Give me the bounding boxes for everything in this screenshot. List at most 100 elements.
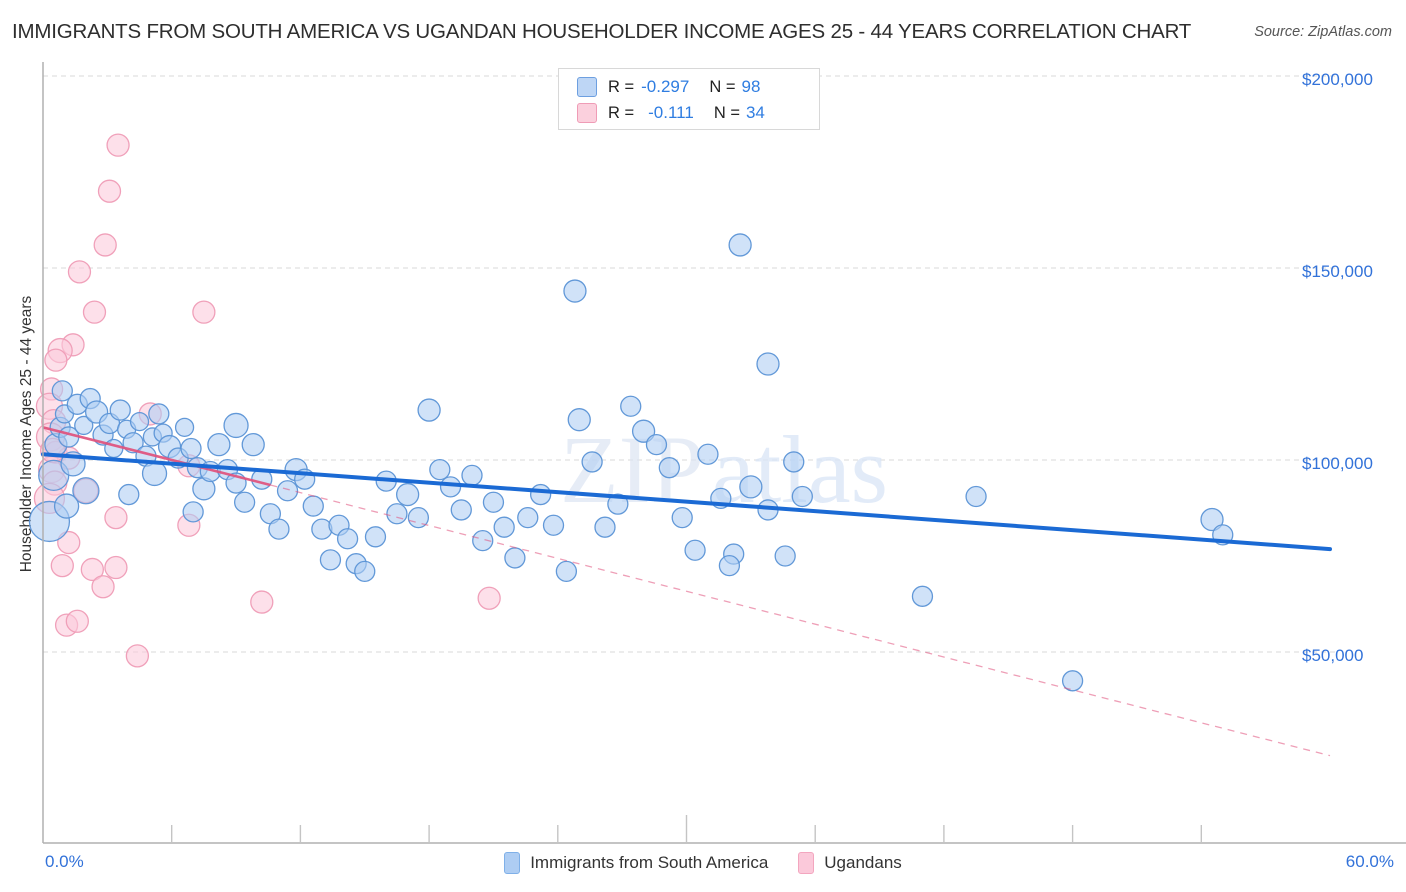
data-point	[697, 443, 719, 465]
axes	[42, 62, 1406, 844]
n-value-blue: 98	[741, 77, 761, 96]
data-point	[104, 438, 124, 459]
data-point	[461, 464, 483, 487]
data-point	[50, 553, 74, 578]
data-point	[567, 408, 591, 432]
data-point	[125, 644, 150, 668]
data-point	[1200, 507, 1224, 532]
data-point	[671, 506, 693, 529]
data-point	[594, 516, 616, 538]
source-attribution: Source: ZipAtlas.com	[1254, 24, 1392, 40]
data-point	[97, 179, 122, 203]
page-title: IMMIGRANTS FROM SOUTH AMERICA VS UGANDAN…	[12, 20, 1192, 43]
data-point	[529, 483, 552, 506]
data-point	[911, 585, 934, 607]
n-value-pink: 34	[745, 103, 765, 122]
data-point	[965, 485, 987, 508]
data-point	[53, 493, 80, 519]
data-point	[450, 499, 472, 521]
data-point	[106, 133, 130, 157]
data-point	[104, 505, 128, 530]
series-legend-label-immigrants: Immigrants from South America	[530, 853, 769, 872]
data-point	[791, 485, 813, 508]
data-point	[93, 233, 117, 257]
data-point	[684, 539, 706, 561]
series-legend: Immigrants from South America Ugandans	[0, 852, 1406, 874]
data-point	[354, 560, 376, 583]
stats-legend-row-pink: R = -0.111 N = 34	[577, 100, 765, 126]
stats-legend: R = -0.297 N = 98 R = -0.111 N = 34	[558, 68, 820, 130]
data-point	[542, 514, 565, 536]
data-point	[129, 411, 150, 432]
y-axis-tick-label: $200,000	[1302, 70, 1373, 89]
data-point	[718, 554, 741, 577]
data-point	[407, 506, 430, 529]
data-point	[67, 260, 92, 284]
data-point	[658, 457, 680, 479]
y-axis-tick-label: $100,000	[1302, 454, 1373, 473]
svg-text:ZIP: ZIP	[560, 416, 704, 523]
series-legend-label-ugandans: Ugandans	[824, 853, 902, 872]
legend-swatch-immigrants-icon	[577, 77, 597, 97]
stats-legend-row-blue: R = -0.297 N = 98	[577, 74, 760, 100]
series-legend-item-immigrants[interactable]: Immigrants from South America	[504, 852, 768, 874]
r-value-blue: -0.297	[641, 77, 690, 96]
data-point	[336, 528, 359, 550]
data-point	[276, 480, 299, 502]
data-point	[607, 493, 629, 515]
data-point	[783, 451, 805, 473]
data-point	[180, 437, 202, 460]
data-point	[395, 482, 420, 507]
data-point	[555, 560, 578, 583]
x-axis-min-label: 0.0%	[45, 852, 84, 871]
watermark: ZIPatlas	[560, 416, 888, 523]
data-point	[182, 501, 204, 523]
data-point	[319, 549, 342, 571]
n-label-pink: N =	[713, 103, 740, 122]
data-point	[477, 586, 501, 610]
series-points-immigrants	[28, 233, 1234, 692]
series-legend-item-ugandans[interactable]: Ugandans	[798, 852, 902, 874]
data-point	[386, 503, 408, 525]
data-point	[472, 529, 494, 552]
data-point	[517, 506, 539, 529]
data-point	[65, 609, 89, 633]
data-point	[51, 380, 73, 402]
data-point	[91, 575, 115, 599]
n-label-blue: N =	[709, 77, 736, 96]
data-point	[1061, 670, 1084, 692]
data-point	[482, 491, 505, 513]
data-point	[148, 403, 170, 425]
data-point	[207, 432, 231, 457]
data-point	[241, 432, 265, 457]
data-point	[439, 476, 462, 498]
data-point	[57, 530, 81, 555]
y-axis-tick-label: $150,000	[1302, 262, 1373, 281]
r-label-pink: R =	[608, 103, 635, 122]
data-point	[739, 475, 763, 499]
series-swatch-immigrants-icon	[504, 852, 521, 874]
r-value-pink: -0.111	[648, 103, 694, 122]
data-point	[302, 495, 324, 517]
data-point	[174, 417, 195, 438]
data-point	[82, 300, 107, 324]
data-point	[493, 516, 515, 538]
trendline-ugandans	[42, 426, 1331, 757]
series-swatch-ugandans-icon	[798, 852, 815, 874]
data-point	[72, 477, 100, 505]
data-point	[80, 557, 104, 582]
data-point	[417, 398, 441, 422]
trendline-immigrants	[41, 452, 1332, 552]
data-point	[728, 233, 752, 257]
data-point	[109, 399, 131, 421]
data-point	[774, 545, 796, 567]
data-point	[631, 419, 656, 443]
data-point	[268, 518, 290, 540]
data-point	[620, 395, 642, 417]
r-label-blue: R =	[608, 77, 635, 96]
data-point	[192, 300, 216, 324]
data-point	[250, 590, 274, 614]
data-point	[504, 547, 526, 569]
data-point	[44, 348, 68, 372]
